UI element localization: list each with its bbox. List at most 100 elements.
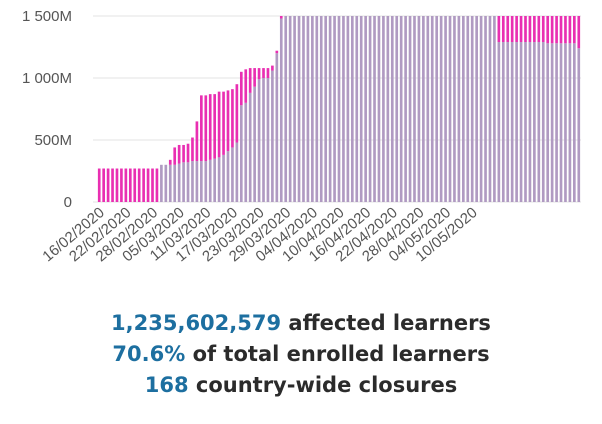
bar-segment-upper xyxy=(204,95,208,162)
bar-segment-upper xyxy=(541,16,545,43)
bar-segment-upper xyxy=(266,68,270,78)
bar-segment-upper xyxy=(177,144,181,164)
bar-segment-lower xyxy=(444,16,447,202)
bar-segment-lower xyxy=(435,16,439,202)
bar-segment-upper xyxy=(497,16,501,43)
bar-segment-upper xyxy=(501,16,505,43)
bar-segment-lower xyxy=(510,42,514,202)
bar-segment-lower xyxy=(359,16,363,202)
bar-segment-lower xyxy=(315,16,319,202)
bar-segment-lower xyxy=(568,43,572,202)
bar-segment-upper xyxy=(142,168,145,202)
bar-segment-lower xyxy=(417,16,421,202)
bar-segment-lower xyxy=(550,43,554,202)
bar-segment-upper xyxy=(151,168,154,202)
bar-segment-upper xyxy=(515,16,518,43)
bar-segment-upper xyxy=(235,84,239,143)
bar-segment-lower xyxy=(200,161,203,202)
bar-segment-lower xyxy=(399,16,403,202)
bar-segment-lower xyxy=(297,16,301,202)
bar-segment-lower xyxy=(257,79,261,202)
bar-segment-lower xyxy=(271,70,274,202)
bar-segment-upper xyxy=(248,68,252,93)
bar-segment-lower xyxy=(350,16,354,202)
bar-segment-upper xyxy=(506,16,510,43)
bar-segment-upper xyxy=(137,168,141,202)
bar-segment-upper xyxy=(546,16,550,44)
bar-segment-upper xyxy=(239,71,243,106)
bar-segment-lower xyxy=(160,164,163,202)
bar-segment-lower xyxy=(324,16,328,202)
bar-segment-upper xyxy=(275,50,279,54)
bar-segment-lower xyxy=(533,42,536,202)
bar-segment-lower xyxy=(470,16,474,202)
bar-segment-lower xyxy=(377,16,381,202)
bar-segment-upper xyxy=(528,16,532,43)
bar-segment-lower xyxy=(306,16,310,202)
affected-learners-line: 1,235,602,579 affected learners xyxy=(0,308,602,339)
y-tick-label: 1 500M xyxy=(22,8,72,25)
bar-segment-lower xyxy=(430,16,434,202)
x-axis-ticks: 16/02/202022/02/202028/02/202005/03/2020… xyxy=(39,204,480,265)
bar-segment-lower xyxy=(253,86,256,202)
bar-segment-lower xyxy=(293,16,296,202)
bar-segment-lower xyxy=(262,78,265,202)
bar-segment-lower xyxy=(528,42,532,202)
bar-segment-lower xyxy=(577,48,581,202)
bar-segment-upper xyxy=(146,168,150,202)
bar-segment-upper xyxy=(208,94,212,160)
bar-segment-lower xyxy=(213,158,217,202)
bar-segment-lower xyxy=(168,164,172,202)
bar-segment-lower xyxy=(284,16,288,202)
bar-segment-lower xyxy=(186,162,190,202)
bar-segment-upper xyxy=(279,16,283,19)
bar-segment-lower xyxy=(439,16,443,202)
bar-segment-lower xyxy=(457,16,461,202)
bar-segment-lower xyxy=(204,161,208,202)
bar-segment-upper xyxy=(564,16,567,44)
bar-segment-lower xyxy=(573,43,576,202)
bar-segment-lower xyxy=(239,105,243,202)
bar-segment-upper xyxy=(519,16,523,43)
y-tick-label: 500M xyxy=(34,132,72,149)
bar-segment-lower xyxy=(466,16,470,202)
bar-segment-lower xyxy=(208,159,212,202)
bar-segment-lower xyxy=(266,78,270,202)
bar-segment-lower xyxy=(382,16,385,202)
bar-segment-upper xyxy=(573,16,576,44)
bar-segment-upper xyxy=(577,16,581,49)
bar-segment-upper xyxy=(231,89,234,148)
bar-segment-lower xyxy=(475,16,478,202)
bar-segment-lower xyxy=(368,16,372,202)
bar-segment-lower xyxy=(497,42,501,202)
bar-segment-lower xyxy=(524,42,527,202)
bar-segment-upper xyxy=(124,168,128,202)
bar-segment-lower xyxy=(328,16,332,202)
bar-segment-upper xyxy=(186,143,190,163)
bar-segment-lower xyxy=(559,43,563,202)
bar-segment-lower xyxy=(546,43,550,202)
bar-segment-lower xyxy=(311,16,314,202)
bar-segment-lower xyxy=(355,16,359,202)
bar-segment-lower xyxy=(506,42,510,202)
bar-segment-lower xyxy=(288,16,292,202)
bar-segment-lower xyxy=(235,142,239,202)
affected-learners-label: affected learners xyxy=(288,311,491,335)
bar-segment-upper xyxy=(559,16,563,44)
bar-segment-lower xyxy=(373,16,376,202)
bar-segment-upper xyxy=(173,147,177,165)
bar-segment-upper xyxy=(524,16,527,43)
bar-segment-upper xyxy=(111,168,114,202)
bar-segment-lower xyxy=(448,16,452,202)
bar-segment-lower xyxy=(426,16,430,202)
bar-segment-lower xyxy=(413,16,416,202)
bar-segment-upper xyxy=(271,65,274,71)
bar-stack-layer xyxy=(97,16,581,203)
closures-label: country-wide closures xyxy=(195,373,458,397)
bar-segment-upper xyxy=(262,68,265,78)
bar-segment-lower xyxy=(217,157,221,202)
bar-segment-upper xyxy=(510,16,514,43)
bar-segment-lower xyxy=(564,43,567,202)
bar-segment-lower xyxy=(337,16,341,202)
closures-count: 168 xyxy=(144,373,189,397)
